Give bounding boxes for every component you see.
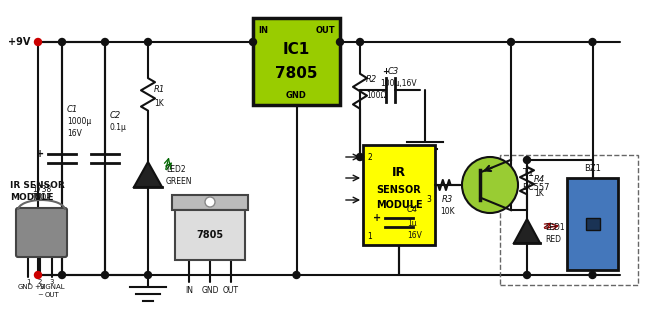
Polygon shape — [134, 162, 162, 187]
FancyBboxPatch shape — [175, 210, 245, 260]
Text: +9V: +9V — [8, 37, 31, 47]
Polygon shape — [514, 219, 540, 243]
Circle shape — [59, 38, 65, 46]
Circle shape — [589, 38, 596, 46]
Text: GND: GND — [18, 284, 34, 290]
Text: GND: GND — [286, 91, 307, 100]
Text: 7805: 7805 — [275, 66, 318, 81]
Text: TSOP: TSOP — [31, 193, 52, 202]
Circle shape — [507, 38, 514, 46]
Circle shape — [35, 38, 42, 46]
Text: 2: 2 — [367, 153, 372, 162]
Text: C1: C1 — [67, 105, 78, 115]
Text: BZ1: BZ1 — [584, 164, 601, 173]
Text: IR: IR — [392, 167, 406, 179]
FancyBboxPatch shape — [585, 218, 599, 230]
Text: T1: T1 — [522, 168, 534, 178]
Text: BC557: BC557 — [522, 183, 550, 192]
FancyBboxPatch shape — [567, 178, 618, 270]
Text: IC1: IC1 — [283, 42, 310, 57]
Text: OUT: OUT — [44, 292, 59, 298]
Circle shape — [462, 157, 518, 213]
Text: +: + — [373, 213, 381, 223]
Text: +: + — [382, 67, 389, 76]
Text: RED: RED — [545, 235, 561, 243]
Text: 1000µ: 1000µ — [67, 118, 91, 126]
Text: 1738: 1738 — [32, 184, 51, 193]
Text: LED1: LED1 — [545, 222, 565, 232]
Text: GREEN: GREEN — [166, 177, 192, 186]
Text: 3: 3 — [426, 196, 431, 204]
Text: 1K: 1K — [154, 99, 164, 108]
Text: GND: GND — [201, 286, 219, 295]
Text: 1: 1 — [25, 279, 30, 285]
Text: MODULE: MODULE — [10, 193, 53, 202]
Text: ~: ~ — [37, 292, 43, 298]
Circle shape — [336, 38, 344, 46]
Text: 0.1µ: 0.1µ — [110, 123, 127, 131]
Text: IR SENSOR: IR SENSOR — [10, 181, 65, 189]
Text: 7805: 7805 — [196, 230, 224, 240]
Text: 3: 3 — [50, 279, 54, 285]
Text: R3: R3 — [442, 196, 453, 204]
Circle shape — [102, 38, 108, 46]
Circle shape — [589, 271, 596, 279]
Text: +V: +V — [35, 284, 45, 290]
Text: SIGNAL: SIGNAL — [39, 284, 65, 290]
Text: 1µ: 1µ — [407, 220, 417, 228]
Circle shape — [102, 271, 108, 279]
Circle shape — [357, 38, 364, 46]
Circle shape — [145, 271, 151, 279]
Text: +: + — [36, 149, 44, 159]
Circle shape — [250, 38, 256, 46]
Text: IN: IN — [185, 286, 193, 295]
Circle shape — [35, 271, 42, 279]
Text: MODULE: MODULE — [376, 200, 422, 210]
Text: 100Ω: 100Ω — [366, 90, 387, 100]
Circle shape — [357, 154, 364, 160]
Text: 16V: 16V — [67, 129, 82, 138]
Text: C3: C3 — [388, 67, 399, 76]
Circle shape — [205, 197, 215, 207]
Text: R2: R2 — [366, 76, 378, 85]
Text: R1: R1 — [154, 85, 165, 95]
Text: C2: C2 — [110, 110, 121, 119]
Text: 10K: 10K — [440, 207, 455, 216]
Circle shape — [524, 157, 531, 163]
FancyBboxPatch shape — [16, 208, 67, 257]
Text: IN: IN — [258, 26, 268, 35]
Circle shape — [145, 38, 151, 46]
Text: SENSOR: SENSOR — [377, 185, 421, 195]
Text: 1: 1 — [367, 232, 372, 241]
Text: 1K: 1K — [534, 188, 544, 197]
Circle shape — [524, 271, 531, 279]
Text: R4: R4 — [534, 175, 545, 184]
Text: 100µ,16V: 100µ,16V — [380, 80, 417, 89]
Text: C4: C4 — [407, 206, 418, 215]
Circle shape — [293, 271, 300, 279]
FancyBboxPatch shape — [363, 145, 435, 245]
Text: 2: 2 — [38, 279, 42, 285]
Text: OUT: OUT — [316, 26, 335, 35]
Text: LED2: LED2 — [166, 165, 186, 174]
FancyBboxPatch shape — [253, 18, 340, 105]
Text: OUT: OUT — [223, 286, 239, 295]
Text: 16V: 16V — [407, 232, 422, 241]
FancyBboxPatch shape — [172, 195, 248, 210]
Circle shape — [59, 271, 65, 279]
